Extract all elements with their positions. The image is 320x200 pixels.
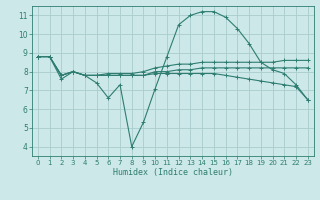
X-axis label: Humidex (Indice chaleur): Humidex (Indice chaleur) [113, 168, 233, 177]
